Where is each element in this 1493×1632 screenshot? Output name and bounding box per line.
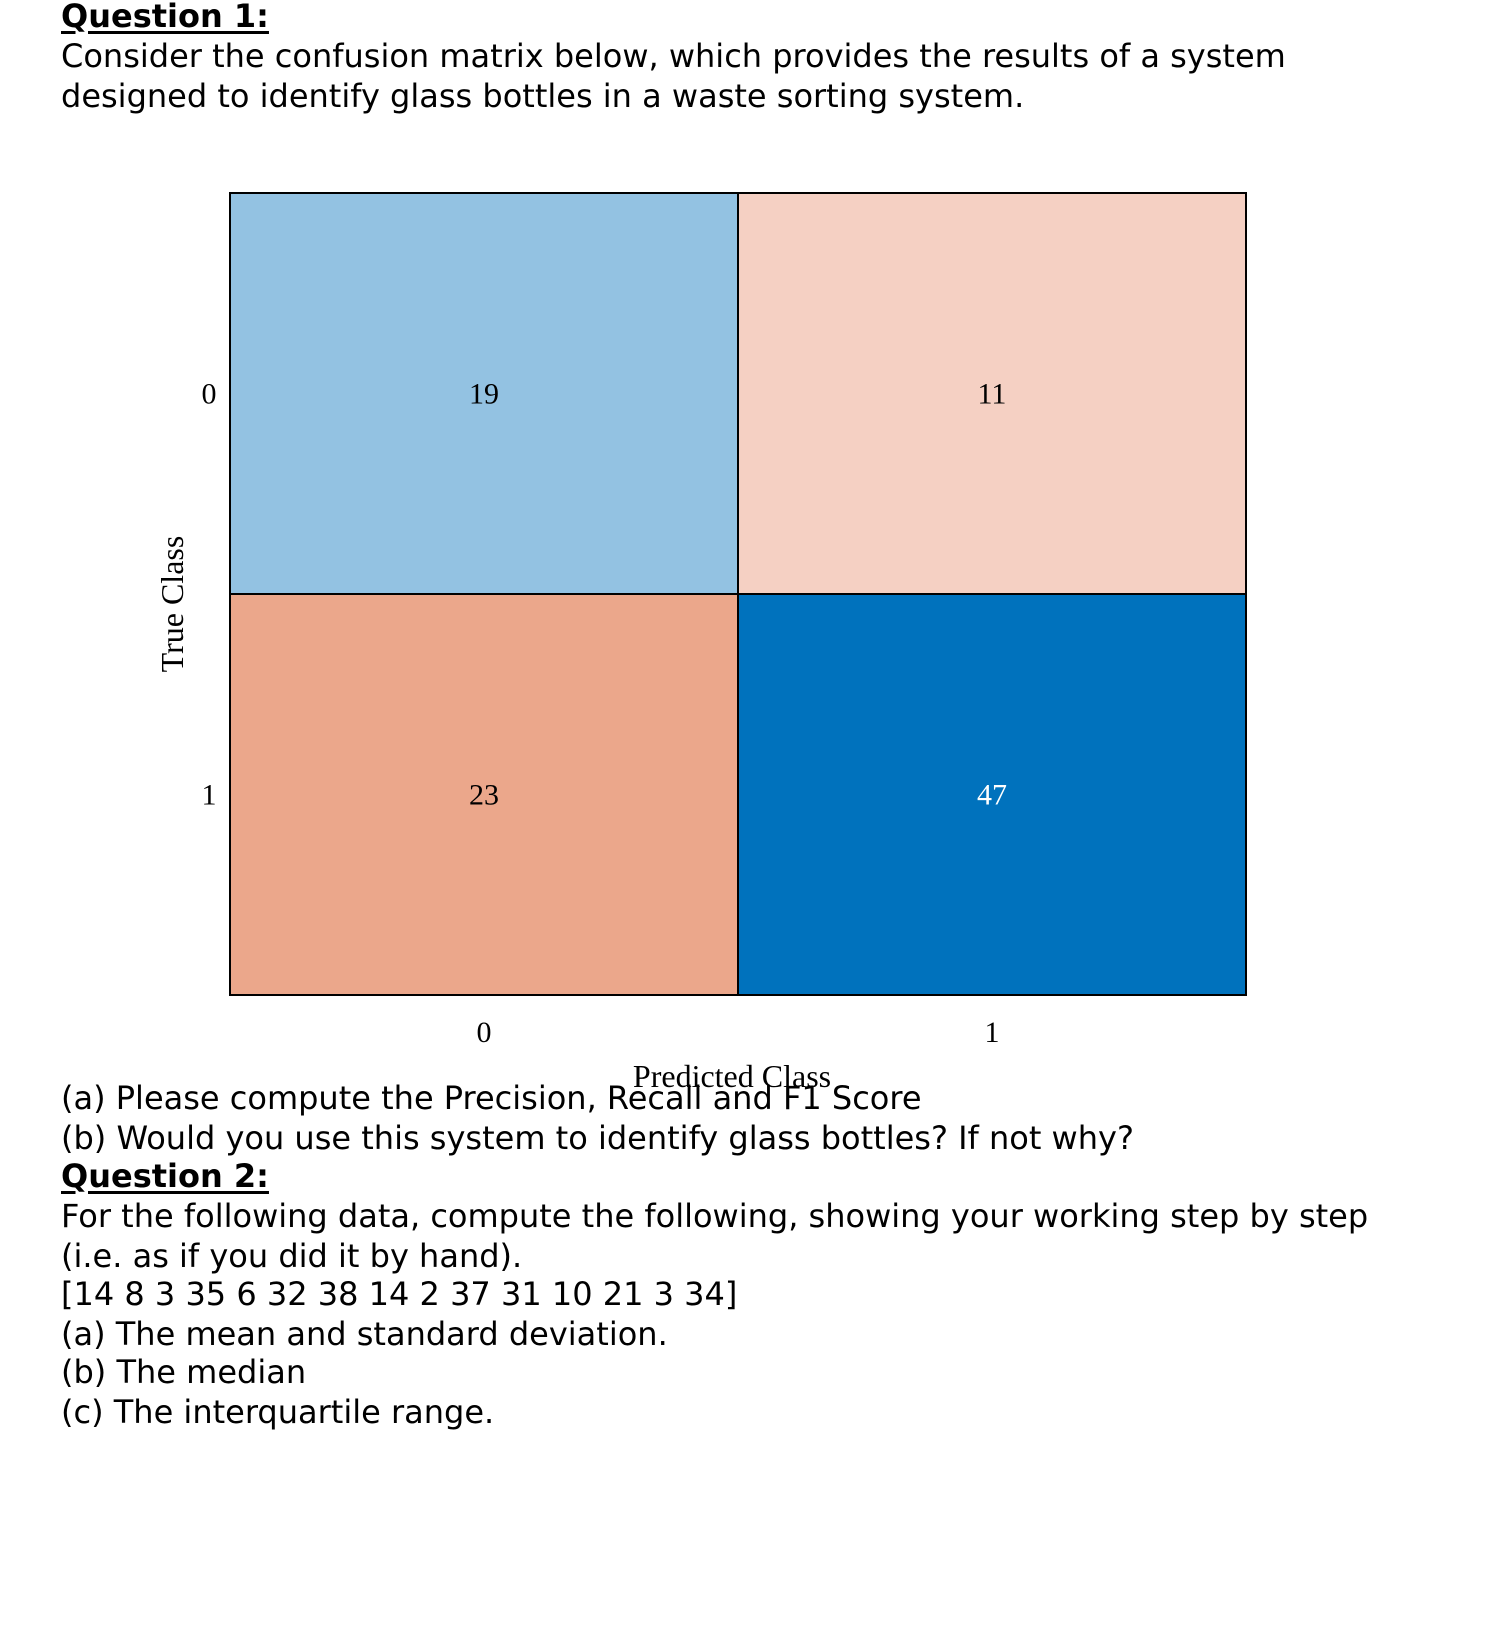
matrix-cell-value-1-1: 47 xyxy=(977,779,1007,812)
question2-part-b: (b) The median xyxy=(61,1353,307,1391)
y-tick-label-1: 1 xyxy=(202,779,217,812)
y-tick-label-0: 0 xyxy=(202,378,217,411)
matrix-cell-value-1-0: 23 xyxy=(469,779,499,812)
x-tick-label-0: 0 xyxy=(477,1016,492,1049)
matrix-cell-value-0-1: 11 xyxy=(978,378,1007,411)
question2-part-a: (a) The mean and standard deviation. xyxy=(61,1315,668,1353)
question2-intro-line1: For the following data, compute the foll… xyxy=(61,1197,1369,1235)
question2-data: [14 8 3 35 6 32 38 14 2 37 31 10 21 3 34… xyxy=(61,1275,738,1313)
question1-part-a: (a) Please compute the Precision, Recall… xyxy=(61,1079,922,1117)
question1-intro-line2: designed to identify glass bottles in a … xyxy=(61,77,1025,115)
question1-part-b: (b) Would you use this system to identif… xyxy=(61,1119,1134,1157)
question2-heading: Question 2: xyxy=(61,1157,269,1195)
matrix-cell-1-0 xyxy=(229,593,739,996)
question1-intro-line1: Consider the confusion matrix below, whi… xyxy=(61,37,1286,75)
x-tick-label-1: 1 xyxy=(985,1016,1000,1049)
matrix-cells: 19 11 23 47 xyxy=(229,192,1247,996)
y-axis-label: True Class xyxy=(154,536,190,673)
matrix-cell-1-1 xyxy=(737,593,1247,996)
matrix-cell-0-1 xyxy=(737,192,1247,595)
question2-intro-line2: (i.e. as if you did it by hand). xyxy=(61,1237,523,1275)
question2-part-c: (c) The interquartile range. xyxy=(61,1393,495,1431)
matrix-cell-0-0 xyxy=(229,192,739,595)
matrix-cell-value-0-0: 19 xyxy=(469,378,499,411)
question1-heading: Question 1: xyxy=(61,0,269,35)
